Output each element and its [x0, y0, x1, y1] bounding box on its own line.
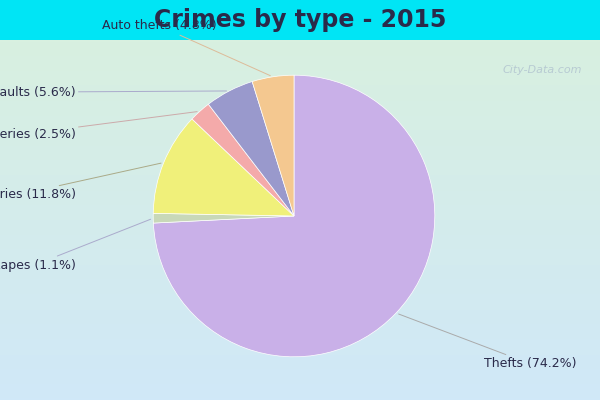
Text: Robberies (2.5%): Robberies (2.5%) — [0, 112, 197, 141]
Text: City-Data.com: City-Data.com — [503, 65, 582, 75]
Text: Thefts (74.2%): Thefts (74.2%) — [398, 314, 577, 370]
Text: Burglaries (11.8%): Burglaries (11.8%) — [0, 163, 161, 201]
Wedge shape — [153, 213, 294, 223]
Wedge shape — [208, 82, 294, 216]
Wedge shape — [153, 119, 294, 216]
Text: Crimes by type - 2015: Crimes by type - 2015 — [154, 8, 446, 32]
Text: Assaults (5.6%): Assaults (5.6%) — [0, 86, 227, 98]
Wedge shape — [154, 75, 435, 357]
Wedge shape — [192, 104, 294, 216]
Wedge shape — [252, 75, 294, 216]
Text: Rapes (1.1%): Rapes (1.1%) — [0, 219, 151, 272]
Text: Auto thefts (4.8%): Auto thefts (4.8%) — [102, 20, 271, 76]
